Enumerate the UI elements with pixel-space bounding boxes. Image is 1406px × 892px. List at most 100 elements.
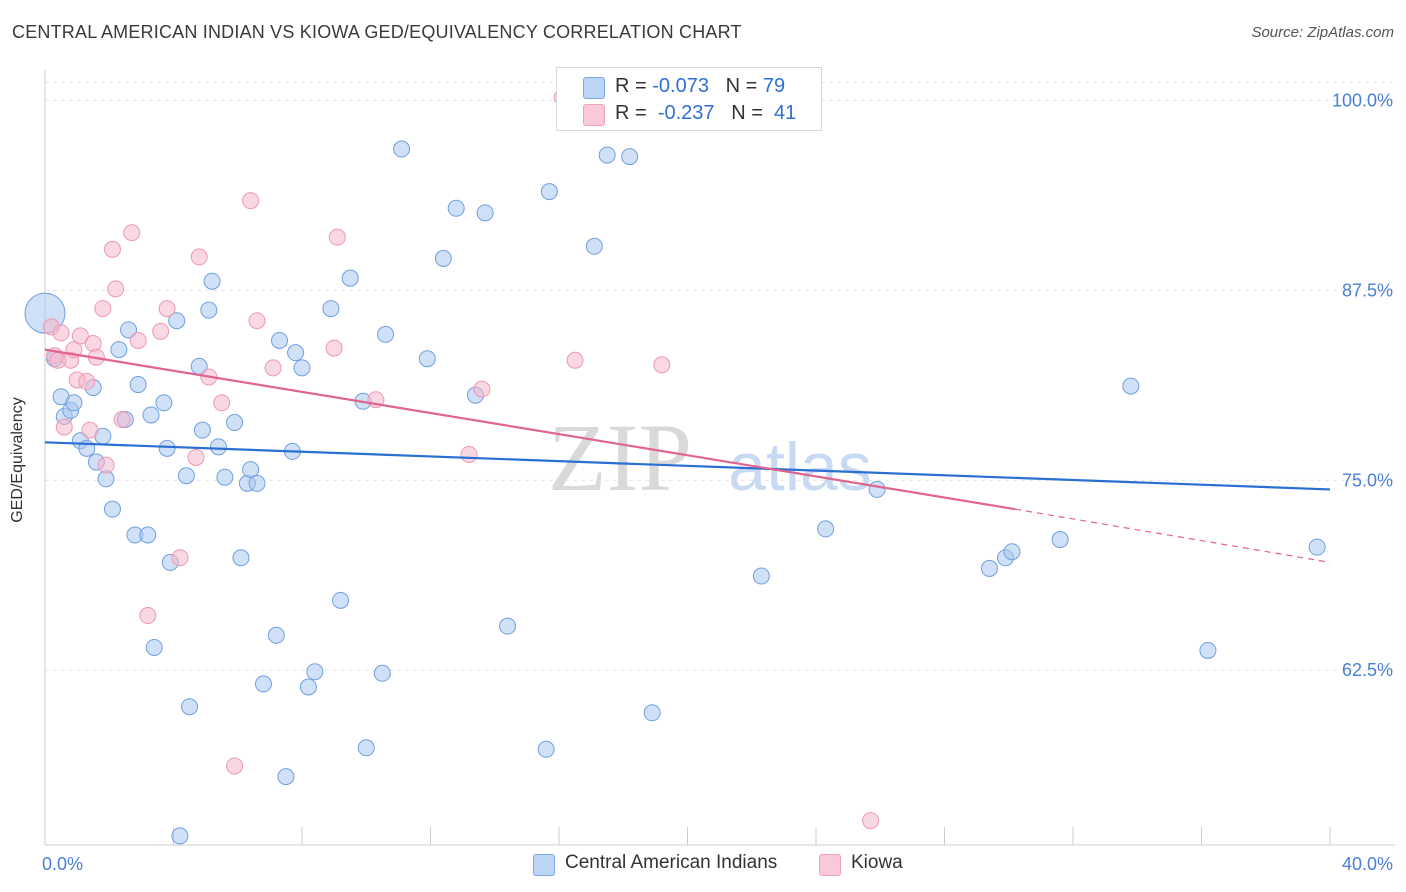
point-kiowa: [139, 607, 157, 625]
point-central-american-indians: [171, 827, 189, 845]
point-central-american-indians: [476, 204, 494, 222]
y-tick-label: 75.0%: [1342, 470, 1393, 490]
point-central-american-indians: [1199, 641, 1217, 659]
point-central-american-indians: [103, 500, 121, 518]
point-central-american-indians: [158, 439, 176, 457]
point-central-american-indians: [271, 331, 289, 349]
point-kiowa: [566, 351, 584, 369]
point-central-american-indians: [621, 148, 639, 166]
legend-swatch-pink: [583, 104, 605, 126]
point-central-american-indians: [177, 467, 195, 485]
point-central-american-indians: [267, 626, 285, 644]
point-kiowa: [460, 445, 478, 463]
point-kiowa: [187, 449, 205, 466]
legend-text-central-american: R = -0.073 N = 79: [615, 75, 786, 97]
point-central-american-indians: [752, 567, 770, 585]
point-central-american-indians: [65, 394, 83, 412]
point-central-american-indians: [200, 301, 218, 319]
point-central-american-indians: [287, 344, 305, 362]
y-tick-label: 62.5%: [1342, 660, 1393, 680]
y-tick-label: 87.5%: [1342, 280, 1393, 300]
point-kiowa: [325, 339, 343, 357]
point-kiowa: [52, 324, 70, 342]
point-central-american-indians: [209, 438, 227, 456]
point-central-american-indians: [120, 321, 138, 339]
point-kiowa: [97, 456, 115, 474]
point-central-american-indians: [277, 768, 295, 786]
point-kiowa: [242, 192, 260, 210]
point-kiowa: [152, 322, 170, 340]
trendline-kiowa-extension: [1015, 508, 1331, 563]
point-kiowa: [81, 421, 99, 439]
correlation-legend: R = -0.073 N = 79 R = -0.237 N = 41: [556, 67, 822, 131]
point-central-american-indians: [418, 350, 436, 368]
point-central-american-indians: [322, 300, 340, 318]
legend-swatch-blue: [583, 77, 605, 99]
trend-lines: [44, 348, 1331, 563]
trendline-kiowa: [44, 348, 1016, 511]
point-central-american-indians: [373, 664, 391, 682]
point-central-american-indians: [643, 704, 661, 722]
point-central-american-indians: [1051, 531, 1069, 549]
point-central-american-indians: [537, 740, 555, 758]
point-kiowa: [158, 300, 176, 318]
point-kiowa: [862, 812, 880, 830]
watermark-zip: ZIP: [548, 404, 692, 511]
chart-title: CENTRAL AMERICAN INDIAN VS KIOWA GED/EQU…: [12, 22, 742, 42]
point-central-american-indians: [203, 272, 221, 290]
point-central-american-indians: [980, 559, 998, 577]
point-central-american-indians: [242, 461, 260, 479]
point-kiowa: [113, 411, 131, 429]
data-points: [24, 88, 1326, 845]
point-central-american-indians: [868, 480, 886, 498]
point-central-american-indians: [341, 269, 359, 287]
point-central-american-indians: [181, 698, 199, 716]
point-kiowa: [653, 356, 671, 374]
trendline-central-american-indians: [44, 441, 1331, 491]
point-kiowa: [49, 351, 67, 369]
point-central-american-indians: [817, 520, 835, 538]
bottom-legend-label-central-american: Central American Indians: [565, 852, 778, 873]
y-tick-label: 100.0%: [1332, 90, 1393, 110]
point-central-american-indians: [499, 617, 517, 635]
point-central-american-indians: [232, 549, 250, 567]
point-central-american-indians: [299, 678, 317, 696]
point-central-american-indians: [393, 140, 411, 158]
point-central-american-indians: [129, 376, 147, 394]
point-central-american-indians: [142, 406, 160, 424]
point-kiowa: [190, 248, 208, 266]
point-central-american-indians: [248, 474, 266, 492]
point-central-american-indians: [168, 312, 186, 330]
point-central-american-indians: [110, 341, 128, 359]
point-central-american-indians: [193, 421, 211, 439]
point-central-american-indians: [1308, 538, 1326, 556]
point-kiowa: [226, 757, 244, 775]
point-kiowa: [473, 380, 491, 398]
point-kiowa: [94, 300, 112, 318]
point-kiowa: [328, 228, 346, 246]
point-kiowa: [107, 280, 125, 298]
point-central-american-indians: [306, 663, 324, 681]
grid-lines: [45, 81, 1395, 671]
point-central-american-indians: [216, 468, 234, 486]
point-kiowa: [213, 394, 231, 412]
point-kiowa: [55, 418, 73, 436]
bottom-legend-swatch-pink: [819, 854, 841, 876]
point-kiowa: [103, 240, 121, 258]
x-tick-label: 0.0%: [42, 854, 83, 874]
legend-text-kiowa: R = -0.237 N = 41: [615, 102, 797, 124]
point-central-american-indians: [139, 526, 157, 544]
point-kiowa: [171, 549, 189, 567]
tick-labels: 100.0% 87.5% 75.0% 62.5% 0.0% 40.0%: [42, 90, 1393, 874]
point-kiowa: [71, 327, 89, 345]
point-central-american-indians: [145, 638, 163, 656]
point-central-american-indians: [226, 414, 244, 432]
watermark-atlas: atlas: [728, 429, 872, 505]
point-central-american-indians: [447, 199, 465, 217]
point-central-american-indians: [540, 183, 558, 201]
point-kiowa: [129, 331, 147, 349]
point-central-american-indians: [254, 675, 272, 693]
source-label: Source: ZipAtlas.com: [1251, 24, 1394, 41]
point-central-american-indians: [585, 237, 603, 255]
